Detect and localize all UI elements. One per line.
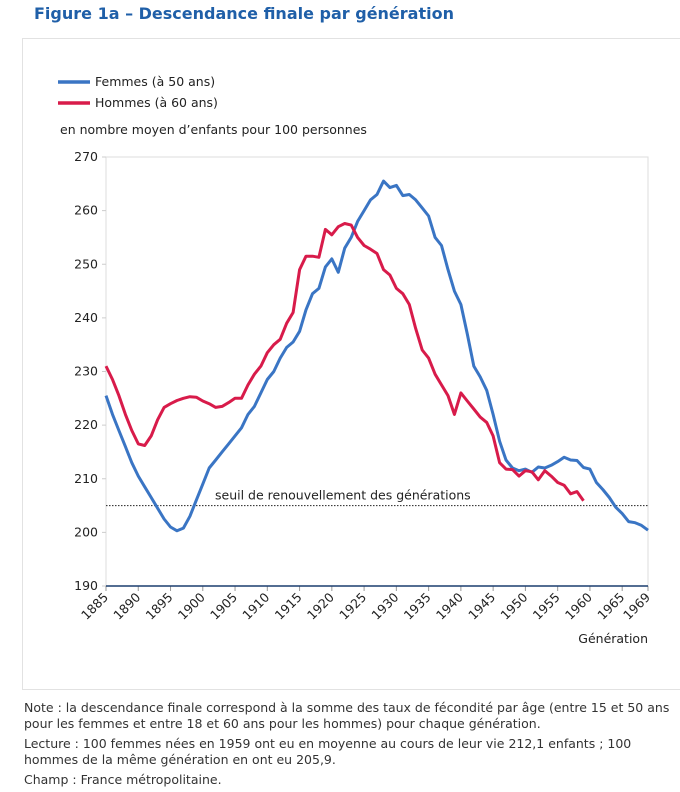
y-tick-label: 220 xyxy=(74,417,98,432)
x-tick-label: 1935 xyxy=(401,590,434,623)
x-tick-label: 1960 xyxy=(562,589,595,622)
y-tick-label: 270 xyxy=(74,149,98,164)
x-tick-label: 1885 xyxy=(78,590,111,623)
x-tick-label: 1950 xyxy=(497,589,530,622)
x-tick-label: 1955 xyxy=(530,590,563,623)
note: Note : la descendance finale correspond … xyxy=(24,700,670,731)
figure-title: Figure 1a – Descendance finale par génér… xyxy=(34,4,454,23)
x-axis-label: Génération xyxy=(578,631,648,646)
x-tick-label: 1900 xyxy=(175,589,208,622)
y-tick-label: 200 xyxy=(74,524,98,539)
chart: en nombre moyen d’enfants pour 100 perso… xyxy=(58,74,653,646)
notes: Note : la descendance finale correspond … xyxy=(24,700,676,792)
annotation: seuil de renouvellement des générations xyxy=(215,488,471,503)
x-tick-label: 1925 xyxy=(336,590,369,623)
line-series xyxy=(104,222,585,502)
x-tick-label: 1965 xyxy=(594,590,627,623)
y-tick-label: 240 xyxy=(74,310,98,325)
chart-panel xyxy=(22,38,680,690)
y-tick-label: 250 xyxy=(74,256,98,271)
y-axis-label: en nombre moyen d’enfants pour 100 perso… xyxy=(60,122,367,137)
x-tick-label: 1969 xyxy=(620,589,653,622)
y-tick-label: 210 xyxy=(74,471,98,486)
x-tick-label: 1895 xyxy=(143,590,176,623)
x-tick-label: 1905 xyxy=(207,590,240,623)
legend-label: Hommes (à 60 ans) xyxy=(95,95,218,110)
y-tick-label: 190 xyxy=(74,578,98,593)
x-tick-label: 1910 xyxy=(239,589,272,622)
x-tick-label: 1940 xyxy=(433,589,466,622)
x-tick-label: 1890 xyxy=(110,589,143,622)
note: Lecture : 100 femmes nées en 1959 ont eu… xyxy=(24,736,632,767)
y-tick-label: 260 xyxy=(74,203,98,218)
line-series xyxy=(104,179,649,533)
x-tick-label: 1930 xyxy=(368,589,401,622)
note: Champ : France métropolitaine. xyxy=(24,772,222,787)
x-tick-label: 1915 xyxy=(272,590,305,623)
x-tick-label: 1945 xyxy=(465,590,498,623)
y-tick-label: 230 xyxy=(74,364,98,379)
legend-label: Femmes (à 50 ans) xyxy=(95,74,215,89)
x-tick-label: 1920 xyxy=(304,589,337,622)
